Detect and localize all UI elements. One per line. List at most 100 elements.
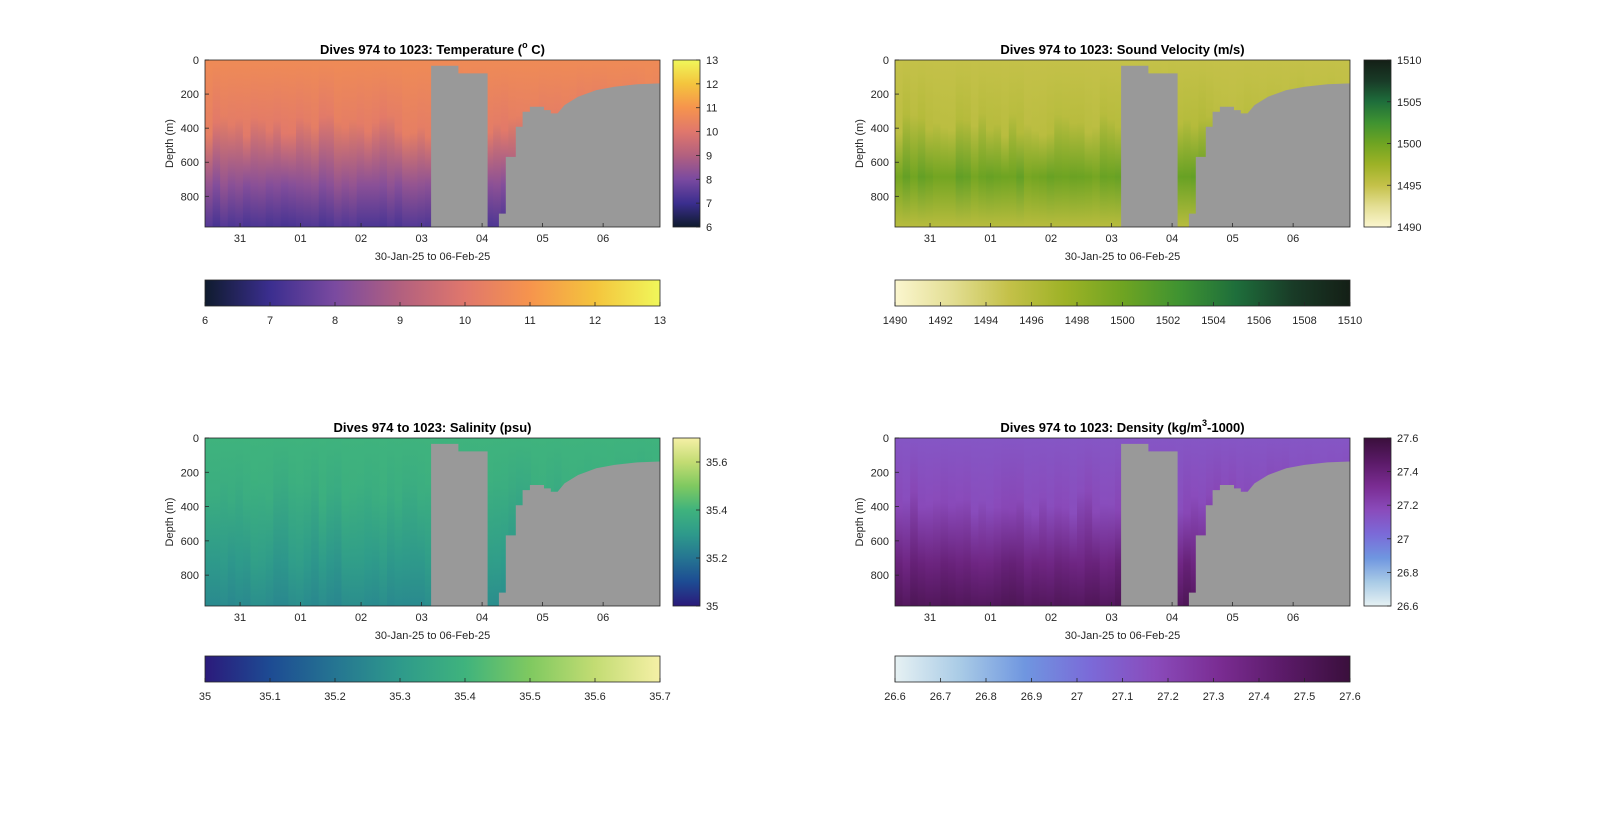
- colorbar-bottom-tick-label: 1510: [1338, 315, 1362, 327]
- colorbar-right-tick-label: 26.8: [1397, 567, 1418, 579]
- x-tick-label: 02: [355, 233, 367, 245]
- x-tick-label: 06: [597, 233, 609, 245]
- colorbar-bottom-tick-label: 27.6: [1339, 691, 1360, 703]
- colorbar-bottom-tick-label: 1492: [928, 315, 952, 327]
- y-tick-label: 600: [181, 536, 199, 548]
- x-tick-label: 31: [924, 612, 936, 624]
- x-tick-label: 02: [355, 612, 367, 624]
- colorbar-right: [1363, 59, 1392, 228]
- colorbar-bottom-tick-label: 26.9: [1021, 691, 1042, 703]
- colorbar-bottom-tick-label: 35.5: [519, 691, 540, 703]
- colorbar-bottom-tick-label: 1504: [1201, 315, 1225, 327]
- x-tick-label: 01: [294, 233, 306, 245]
- x-tick-label: 02: [1045, 612, 1057, 624]
- colorbar-bottom-tick-label: 10: [459, 315, 471, 327]
- colorbar-bottom-tick-label: 7: [267, 315, 273, 327]
- x-tick-label: 02: [1045, 233, 1057, 245]
- colorbar-bottom-tick-label: 9: [397, 315, 403, 327]
- x-tick-label: 06: [597, 612, 609, 624]
- colorbar-bottom-tick-label: 1508: [1292, 315, 1316, 327]
- colorbar-bottom-tick-label: 1498: [1065, 315, 1089, 327]
- colorbar-bottom-tick-label: 26.6: [884, 691, 905, 703]
- axes-frame: [894, 59, 1351, 228]
- colorbar-bottom-tick-label: 1500: [1110, 315, 1134, 327]
- y-axis-label: Depth (m): [854, 119, 866, 168]
- x-tick-label: 04: [476, 233, 488, 245]
- colorbar-right-tick-label: 9: [706, 150, 712, 162]
- colorbar-right: [672, 59, 701, 228]
- x-tick-label: 03: [415, 612, 427, 624]
- colorbar-right-tick-label: 27.2: [1397, 500, 1418, 512]
- y-axis-label: Depth (m): [854, 498, 866, 547]
- chart-title: Dives 974 to 1023: Density (kg/m3-1000): [1000, 418, 1244, 435]
- colorbar-bottom-tick-label: 1502: [1156, 315, 1180, 327]
- x-tick-label: 03: [415, 233, 427, 245]
- x-tick-label: 05: [536, 612, 548, 624]
- colorbar-right-tick-label: 35.2: [706, 553, 727, 565]
- x-tick-label: 04: [1166, 233, 1178, 245]
- colorbar-bottom-tick-label: 35.1: [259, 691, 280, 703]
- x-tick-label: 05: [536, 233, 548, 245]
- x-tick-label: 31: [924, 233, 936, 245]
- x-tick-label: 01: [984, 612, 996, 624]
- colorbar-right-tick-label: 1490: [1397, 222, 1421, 234]
- axes-frame: [894, 437, 1351, 607]
- colorbar-right-tick-label: 13: [706, 55, 718, 67]
- colorbar-right-tick-label: 35: [706, 601, 718, 613]
- y-tick-label: 800: [871, 191, 889, 203]
- colorbar-right-tick-label: 35.6: [706, 457, 727, 469]
- colorbar-bottom-tick-label: 35.6: [584, 691, 605, 703]
- x-tick-label: 01: [984, 233, 996, 245]
- colorbar-bottom-tick-label: 27.3: [1203, 691, 1224, 703]
- x-tick-label: 06: [1287, 612, 1299, 624]
- y-tick-label: 600: [181, 157, 199, 169]
- colorbar-right: [672, 437, 701, 607]
- x-axis-label: 30-Jan-25 to 06-Feb-25: [1065, 251, 1181, 263]
- colorbar-bottom-tick-label: 12: [589, 315, 601, 327]
- x-tick-label: 04: [1166, 612, 1178, 624]
- colorbar-bottom-tick-label: 8: [332, 315, 338, 327]
- no-data-mask: [431, 65, 660, 227]
- chart-title: Dives 974 to 1023: Sound Velocity (m/s): [1000, 42, 1244, 57]
- colorbar-bottom-tick-label: 35.7: [649, 691, 670, 703]
- colorbar-right-tick-label: 27.6: [1397, 433, 1418, 445]
- colorbar-bottom-tick-label: 6: [202, 315, 208, 327]
- colorbar-right-tick-label: 27.4: [1397, 467, 1418, 479]
- y-tick-label: 200: [181, 467, 199, 479]
- colorbar-bottom-tick-label: 13: [654, 315, 666, 327]
- no-data-mask: [431, 443, 660, 606]
- colorbar-right-tick-label: 1510: [1397, 55, 1421, 67]
- colorbar-right-tick-label: 10: [706, 127, 718, 139]
- colorbar-bottom-tick-label: 1490: [883, 315, 907, 327]
- colorbar-bottom-tick-label: 1494: [974, 315, 998, 327]
- chart-title: Dives 974 to 1023: Temperature (o C): [320, 40, 545, 57]
- y-tick-label: 0: [883, 55, 889, 67]
- colorbar-bottom-tick-label: 26.8: [975, 691, 996, 703]
- colorbar-bottom-tick-label: 27.2: [1157, 691, 1178, 703]
- colorbar-right-tick-label: 7: [706, 198, 712, 210]
- colorbar-bottom: [204, 655, 661, 683]
- x-axis-label: 30-Jan-25 to 06-Feb-25: [375, 251, 491, 263]
- no-data-mask: [1121, 65, 1350, 227]
- panel-3: Dives 974 to 1023: Salinity (psu) 0 200 400…: [164, 420, 727, 703]
- colorbar-bottom-tick-label: 26.7: [930, 691, 951, 703]
- x-tick-label: 31: [234, 233, 246, 245]
- x-tick-label: 03: [1105, 612, 1117, 624]
- y-tick-label: 400: [181, 123, 199, 135]
- chart-title: Dives 974 to 1023: Salinity (psu): [334, 420, 532, 435]
- y-tick-label: 0: [193, 55, 199, 67]
- no-data-mask: [1121, 443, 1350, 606]
- x-axis-label: 30-Jan-25 to 06-Feb-25: [1065, 630, 1181, 642]
- y-tick-label: 0: [193, 433, 199, 445]
- colorbar-right-tick-label: 27: [1397, 534, 1409, 546]
- x-tick-label: 06: [1287, 233, 1299, 245]
- x-tick-label: 01: [294, 612, 306, 624]
- colorbar-bottom-tick-label: 35.4: [454, 691, 475, 703]
- x-tick-label: 05: [1226, 233, 1238, 245]
- y-tick-label: 400: [871, 502, 889, 514]
- x-tick-label: 04: [476, 612, 488, 624]
- colorbar-right-tick-label: 26.6: [1397, 601, 1418, 613]
- x-tick-label: 05: [1226, 612, 1238, 624]
- y-axis-label: Depth (m): [164, 498, 176, 547]
